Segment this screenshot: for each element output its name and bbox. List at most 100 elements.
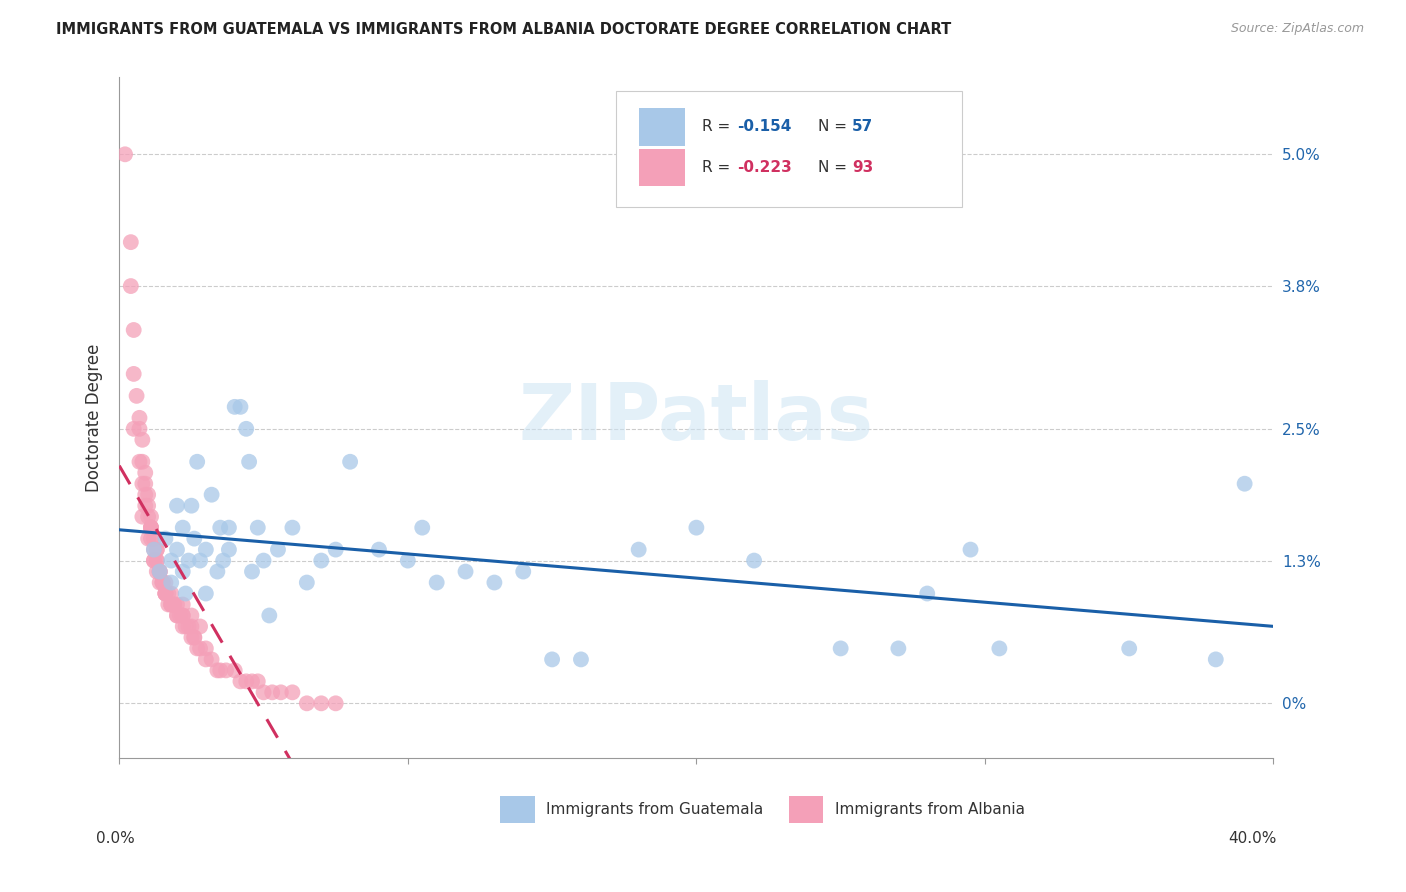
Point	[122, 367, 145, 381]
Point	[194, 652, 217, 666]
Point	[174, 586, 197, 600]
Point	[188, 553, 211, 567]
Point	[114, 147, 136, 161]
Point	[426, 575, 449, 590]
Point	[194, 586, 217, 600]
Point	[174, 619, 197, 633]
Point	[177, 553, 200, 567]
Point	[160, 553, 183, 567]
Point	[201, 488, 224, 502]
Point	[959, 542, 981, 557]
Point	[188, 641, 211, 656]
Text: -0.154: -0.154	[737, 119, 792, 134]
Point	[136, 509, 159, 524]
Point	[685, 521, 707, 535]
Point	[270, 685, 292, 699]
Point	[142, 542, 165, 557]
Text: ZIPatlas: ZIPatlas	[519, 380, 875, 456]
Point	[136, 488, 159, 502]
Point	[915, 586, 938, 600]
Point	[627, 542, 650, 557]
Point	[122, 323, 145, 337]
Point	[224, 664, 246, 678]
Point	[163, 598, 186, 612]
Point	[252, 685, 274, 699]
Point	[166, 542, 188, 557]
Point	[180, 619, 202, 633]
Text: 0.0%: 0.0%	[96, 831, 135, 847]
Bar	[501, 796, 534, 823]
Point	[183, 631, 205, 645]
Point	[149, 565, 172, 579]
Point	[742, 553, 765, 567]
Point	[229, 400, 252, 414]
Point	[240, 674, 263, 689]
Point	[411, 521, 433, 535]
Text: R =: R =	[702, 119, 735, 134]
Point	[541, 652, 564, 666]
Point	[281, 521, 304, 535]
Point	[512, 565, 534, 579]
Point	[218, 542, 240, 557]
Point	[295, 696, 318, 710]
Point	[325, 696, 347, 710]
Point	[160, 586, 183, 600]
Point	[128, 455, 150, 469]
Point	[136, 532, 159, 546]
Point	[163, 598, 186, 612]
Point	[155, 532, 177, 546]
Point	[155, 586, 177, 600]
FancyBboxPatch shape	[616, 91, 962, 207]
Point	[128, 410, 150, 425]
Point	[212, 553, 235, 567]
Point	[218, 521, 240, 535]
Point	[569, 652, 592, 666]
Point	[160, 598, 183, 612]
Text: 57: 57	[852, 119, 873, 134]
Bar	[638, 108, 685, 145]
Point	[215, 664, 238, 678]
Point	[183, 532, 205, 546]
Point	[139, 521, 162, 535]
Point	[177, 619, 200, 633]
Point	[152, 575, 174, 590]
Point	[146, 542, 169, 557]
Point	[149, 565, 172, 579]
Point	[149, 565, 172, 579]
Point	[139, 509, 162, 524]
Point	[160, 575, 183, 590]
Point	[368, 542, 391, 557]
Point	[166, 608, 188, 623]
Point	[396, 553, 419, 567]
Point	[309, 696, 332, 710]
Text: -0.223: -0.223	[737, 160, 792, 175]
Point	[281, 685, 304, 699]
Point	[246, 674, 269, 689]
Bar	[789, 796, 824, 823]
Point	[172, 565, 194, 579]
Point	[887, 641, 910, 656]
Point	[172, 608, 194, 623]
Point	[155, 586, 177, 600]
Point	[235, 422, 257, 436]
Point	[146, 542, 169, 557]
Point	[166, 598, 188, 612]
Point	[166, 499, 188, 513]
Point	[172, 619, 194, 633]
Point	[201, 652, 224, 666]
Point	[139, 521, 162, 535]
Point	[142, 553, 165, 567]
Point	[252, 553, 274, 567]
Point	[209, 664, 232, 678]
Point	[183, 631, 205, 645]
Point	[122, 422, 145, 436]
Point	[157, 598, 180, 612]
Point	[134, 499, 156, 513]
Point	[155, 586, 177, 600]
Point	[166, 608, 188, 623]
Point	[267, 542, 290, 557]
Point	[128, 422, 150, 436]
Point	[180, 499, 202, 513]
Point	[194, 542, 217, 557]
Point	[238, 455, 260, 469]
